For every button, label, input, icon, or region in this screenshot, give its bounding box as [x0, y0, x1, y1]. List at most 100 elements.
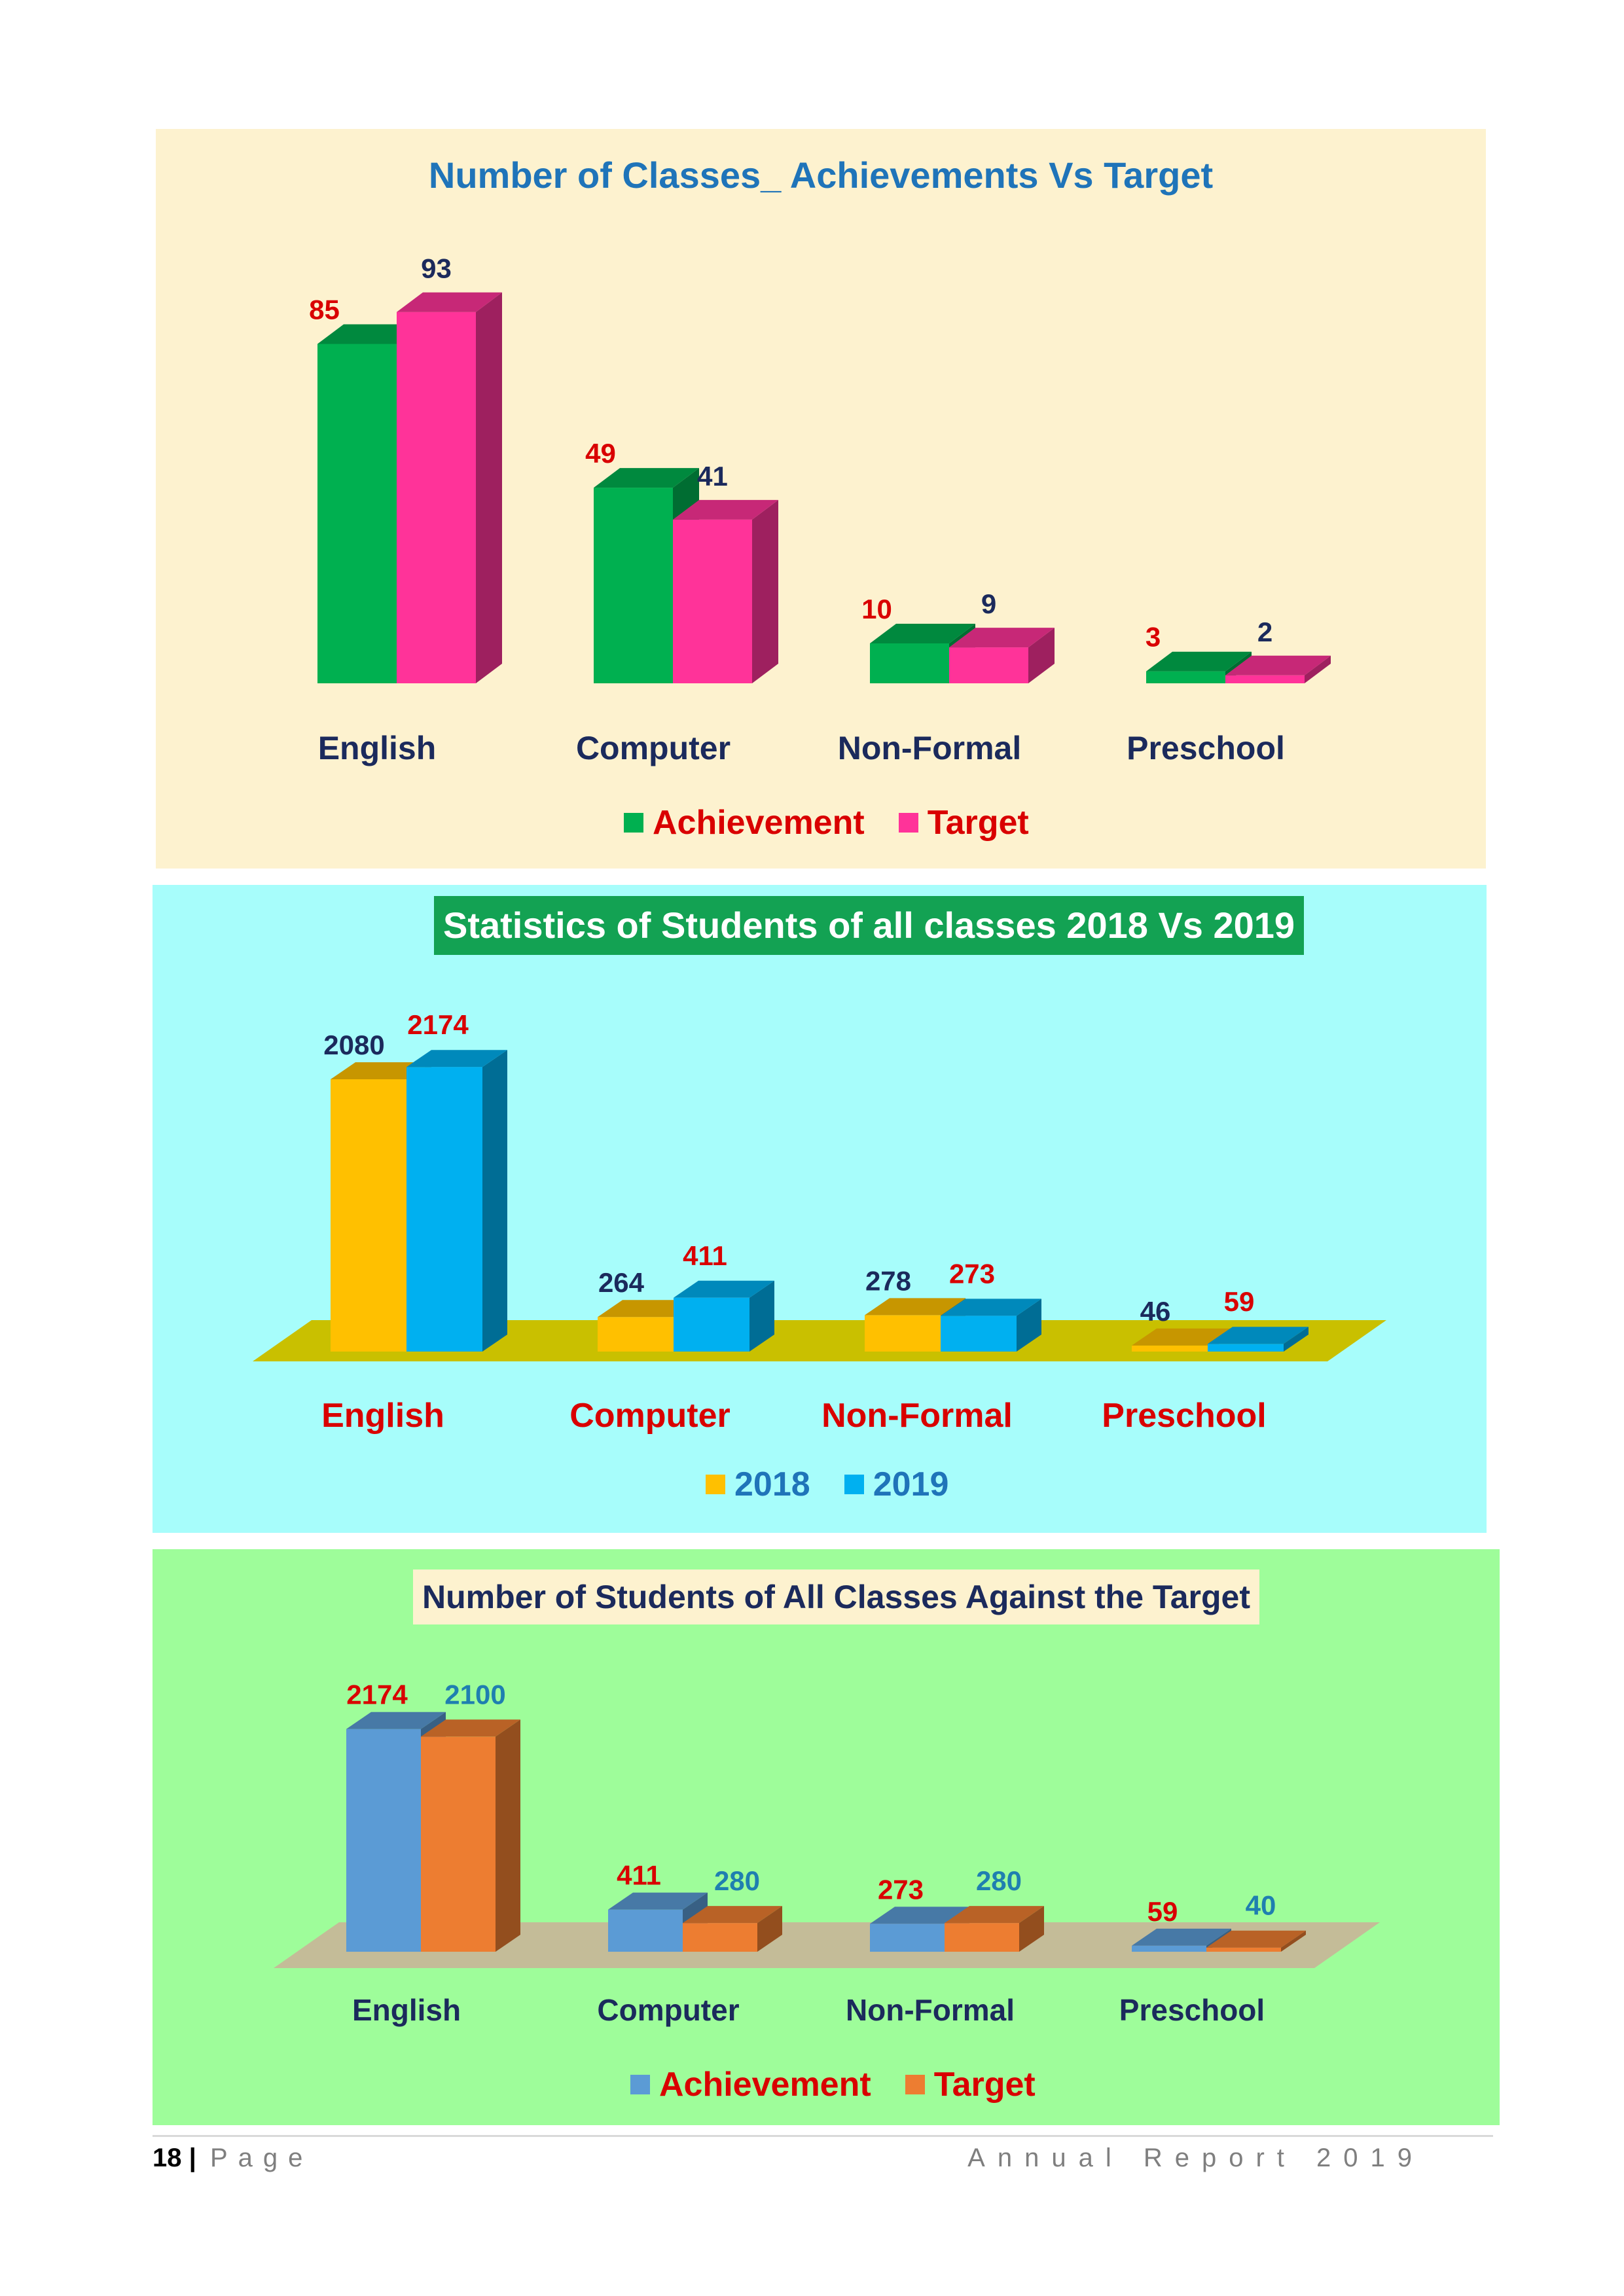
chart-floor: [253, 1320, 1386, 1361]
bar-achievement-english: [346, 1729, 421, 1952]
legend-label-achievement: Achievement: [653, 804, 865, 842]
legend-swatch-2018: [706, 1475, 725, 1494]
bar-achievement-english: [317, 344, 397, 683]
bar-target-english-top: [397, 292, 502, 312]
category-label-computer: Computer: [569, 1397, 731, 1435]
bar-target-english-side: [476, 292, 502, 683]
target-chart: 2174 2100 English 411 280 Computer 273 280 Non-F…: [274, 1679, 1380, 2027]
classes-chart-title: Number of Classes_ Achievements Vs Targe…: [428, 154, 1214, 196]
legend-swatch-target: [905, 2075, 925, 2094]
bar-target-computer-top: [683, 1906, 782, 1924]
bar-achievement-computer-top: [608, 1892, 708, 1910]
bar-2018-preschool: [1132, 1345, 1208, 1352]
bar-target-computer: [673, 519, 752, 683]
data-label-target-non-formal: 9: [981, 588, 996, 619]
data-label-achievement-computer: 411: [617, 1860, 661, 1891]
category-label-non-formal: Non-Formal: [838, 730, 1022, 766]
bar-target-computer-side: [752, 499, 778, 683]
classes-chart-panel: Number of Classes_ Achievements Vs Targe…: [156, 129, 1486, 869]
students-legend: 2018 2019: [706, 1465, 983, 1504]
bar-achievement-non-formal: [870, 643, 949, 683]
bar-2019-computer-side: [749, 1280, 774, 1352]
data-label-target-non-formal: 280: [976, 1865, 1022, 1896]
category-label-computer: Computer: [576, 730, 731, 766]
data-label-2018-preschool: 46: [1140, 1296, 1171, 1327]
bar-target-preschool-side: [1305, 655, 1331, 683]
bar-achievement-preschool-top: [1146, 651, 1252, 672]
category-label-non-formal: Non-Formal: [846, 1993, 1015, 2027]
bar-achievement-english-top: [346, 1712, 446, 1729]
footer-rule: [153, 2135, 1493, 2137]
data-label-target-preschool: 40: [1246, 1890, 1276, 1921]
legend-label-2019: 2019: [873, 1465, 949, 1503]
students-chart: 2080 2174 English 264 411 Computer 278 273 Non-F…: [253, 1009, 1386, 1435]
page-word: Page: [209, 2144, 314, 2172]
bar-2019-preschool-top: [1208, 1327, 1308, 1344]
students-chart-panel: Statistics of Students of all classes 20…: [153, 885, 1487, 1533]
bar-target-computer: [683, 1923, 757, 1952]
target-chart-title: Number of Students of All Classes Agains…: [413, 1570, 1259, 1624]
data-label-achievement-non-formal: 273: [878, 1874, 924, 1905]
bar-2019-english: [406, 1067, 482, 1352]
bar-achievement-english-top: [317, 324, 423, 344]
legend-label-target: Target: [927, 804, 1029, 842]
bar-target-english: [397, 312, 476, 683]
bar-target-computer-side: [757, 1906, 782, 1952]
bar-achievement-preschool: [1146, 671, 1225, 683]
data-label-achievement-computer: 49: [585, 438, 616, 469]
bar-target-preschool: [1225, 675, 1305, 683]
category-label-english: English: [321, 1397, 444, 1435]
bar-2019-non-formal: [941, 1316, 1017, 1352]
chart-floor: [274, 1922, 1380, 1968]
legend-label-2018: 2018: [734, 1465, 810, 1503]
target-legend: Achievement Target: [630, 2065, 1070, 2104]
data-label-achievement-preschool: 3: [1146, 622, 1161, 653]
bar-2018-english-top: [331, 1062, 431, 1079]
bar-2019-computer: [674, 1297, 749, 1352]
data-label-achievement-english: 2174: [346, 1679, 408, 1710]
bar-achievement-non-formal-top: [870, 1907, 969, 1924]
category-label-preschool: Preschool: [1102, 1397, 1266, 1435]
page-number: 18: [153, 2144, 182, 2172]
bar-target-non-formal-side: [1028, 628, 1055, 683]
bar-target-english-top: [421, 1719, 520, 1737]
target-chart-panel: Number of Students of All Classes Agains…: [153, 1549, 1500, 2125]
classes-chart: 85 93 English 49 41 Computer 10 9 Non-Formal 3 2 Pr…: [309, 253, 1331, 766]
category-label-preschool: Preschool: [1119, 1993, 1265, 2027]
bar-target-non-formal-top: [945, 1906, 1044, 1924]
legend-swatch-achievement: [630, 2075, 650, 2094]
bar-target-preschool-top: [1206, 1930, 1306, 1948]
bar-2019-preschool: [1208, 1344, 1284, 1352]
data-label-target-computer: 41: [697, 461, 728, 492]
bar-achievement-computer: [608, 1909, 683, 1952]
bar-target-preschool-side: [1281, 1930, 1306, 1952]
legend-swatch-achievement: [624, 813, 643, 833]
data-label-achievement-preschool: 59: [1147, 1896, 1178, 1927]
bar-target-english: [421, 1736, 496, 1952]
data-label-achievement-non-formal: 10: [861, 594, 892, 624]
data-label-2019-english: 2174: [407, 1009, 469, 1040]
bar-target-non-formal: [949, 647, 1028, 683]
bar-2018-computer-top: [598, 1300, 698, 1318]
footer-page-info: 18 | Page: [153, 2144, 313, 2173]
bar-2019-non-formal-side: [1017, 1299, 1041, 1352]
bar-achievement-preschool-top: [1132, 1928, 1231, 1946]
bar-target-non-formal-top: [949, 628, 1055, 648]
bar-achievement-computer: [594, 488, 673, 683]
bar-achievement-non-formal-top: [870, 624, 975, 643]
data-label-target-computer: 280: [714, 1865, 760, 1896]
bar-target-non-formal: [945, 1923, 1019, 1952]
data-label-2019-non-formal: 273: [949, 1258, 995, 1289]
data-label-2019-preschool: 59: [1224, 1286, 1255, 1317]
data-label-target-preschool: 2: [1257, 617, 1272, 647]
category-label-english: English: [318, 730, 437, 766]
legend-label-achievement: Achievement: [659, 2066, 871, 2104]
data-label-achievement-english: 85: [309, 295, 340, 325]
data-label-2018-english: 2080: [323, 1030, 384, 1060]
bar-achievement-non-formal: [870, 1924, 945, 1952]
report-title: Annual Report 2019: [967, 2144, 1424, 2172]
legend-swatch-target: [898, 813, 918, 833]
bar-2018-computer: [598, 1317, 674, 1352]
bar-achievement-computer-top: [594, 468, 699, 488]
bar-target-preschool: [1206, 1947, 1281, 1952]
